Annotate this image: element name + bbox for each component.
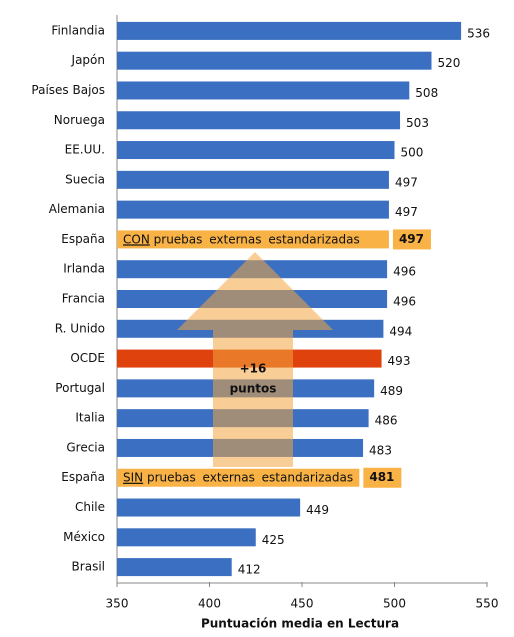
value-label: 412 xyxy=(238,563,261,577)
value-label: 500 xyxy=(401,146,424,160)
value-label: 503 xyxy=(406,116,429,130)
y-tick-label: Chile xyxy=(75,500,105,514)
bar xyxy=(117,468,360,487)
bar-note: SIN pruebas externas estandarizadas xyxy=(123,470,353,484)
x-axis-title: Puntuación media en Lectura xyxy=(201,617,399,631)
bar-note: CON pruebas externas estandarizadas xyxy=(123,232,360,246)
value-label: 520 xyxy=(438,56,461,70)
bar xyxy=(117,111,401,130)
value-label: 496 xyxy=(393,265,416,279)
y-tick-label: Noruega xyxy=(54,113,105,127)
y-tick-label: EE.UU. xyxy=(65,143,105,157)
y-tick-label: Finlandia xyxy=(51,23,105,37)
x-tick-label: 450 xyxy=(291,597,314,611)
y-tick-label: R. Unido xyxy=(55,321,105,335)
value-label: 497 xyxy=(395,205,418,219)
bar xyxy=(117,141,395,160)
x-tick-label: 400 xyxy=(198,597,221,611)
y-tick-label: México xyxy=(63,530,105,544)
bar-note-emphasis: SIN xyxy=(123,470,143,484)
bar xyxy=(117,200,389,219)
y-tick-label: España xyxy=(61,470,105,484)
value-label: 493 xyxy=(388,354,411,368)
bar-note-text: pruebas externas estandarizadas xyxy=(147,470,353,484)
bar-note-emphasis: CON xyxy=(123,232,150,246)
annotation: puntos xyxy=(230,382,277,396)
x-tick-label: 350 xyxy=(106,597,129,611)
bar xyxy=(117,51,432,70)
y-tick-label: OCDE xyxy=(70,351,105,365)
bar xyxy=(117,81,410,100)
value-box xyxy=(363,467,402,488)
value-label: 425 xyxy=(262,533,285,547)
bar xyxy=(117,21,462,40)
value-label: 489 xyxy=(380,384,403,398)
arrow xyxy=(177,252,333,467)
value-label: 483 xyxy=(369,443,392,457)
x-tick-label: 550 xyxy=(476,597,499,611)
value-label: 496 xyxy=(393,295,416,309)
y-tick-label: España xyxy=(61,232,105,246)
value-label: 494 xyxy=(389,324,412,338)
bar xyxy=(117,558,232,577)
y-tick-label: Italia xyxy=(75,411,105,425)
value-label: 497 xyxy=(395,175,418,189)
bar xyxy=(117,528,256,547)
annotation: +16 xyxy=(240,362,267,376)
y-tick-label: Países Bajos xyxy=(31,83,105,97)
bar xyxy=(117,230,389,249)
bar-note-text: pruebas externas estandarizadas xyxy=(154,232,360,246)
value-label: 481 xyxy=(369,470,394,484)
x-tick-label: 500 xyxy=(383,597,406,611)
y-tick-label: Portugal xyxy=(55,381,105,395)
y-tick-label: Japón xyxy=(71,53,105,67)
value-label: 536 xyxy=(467,26,490,40)
bar xyxy=(117,498,301,517)
value-label: 497 xyxy=(399,232,424,246)
y-tick-label: Brasil xyxy=(72,560,105,574)
y-tick-label: Alemania xyxy=(49,202,105,216)
value-label: 508 xyxy=(415,86,438,100)
value-label: 449 xyxy=(306,503,329,517)
bar xyxy=(117,170,389,189)
y-tick-label: Grecia xyxy=(66,440,105,454)
y-tick-label: Irlanda xyxy=(63,262,105,276)
value-box xyxy=(392,229,431,250)
y-tick-label: Francia xyxy=(62,292,105,306)
value-label: 486 xyxy=(375,414,398,428)
y-tick-label: Suecia xyxy=(65,172,105,186)
